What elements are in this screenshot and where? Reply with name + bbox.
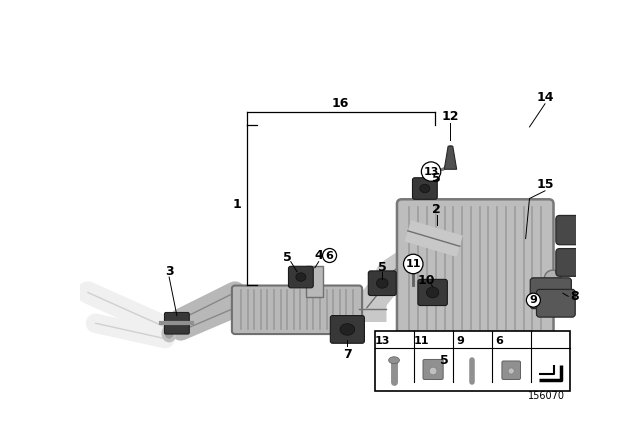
- Ellipse shape: [442, 343, 454, 353]
- FancyBboxPatch shape: [556, 215, 606, 245]
- Ellipse shape: [420, 184, 430, 193]
- Text: 13: 13: [424, 167, 439, 177]
- Bar: [374, 331, 570, 391]
- Text: 16: 16: [332, 97, 349, 110]
- Ellipse shape: [296, 273, 306, 281]
- FancyBboxPatch shape: [307, 266, 323, 297]
- Ellipse shape: [508, 368, 515, 374]
- Text: 5: 5: [378, 261, 387, 274]
- Text: 5: 5: [284, 251, 292, 264]
- Text: 156070: 156070: [528, 391, 565, 401]
- Text: 11: 11: [406, 259, 421, 269]
- Text: 1: 1: [233, 198, 242, 211]
- Ellipse shape: [429, 367, 437, 375]
- Polygon shape: [444, 146, 457, 169]
- Text: 9: 9: [529, 295, 538, 305]
- Text: 7: 7: [343, 348, 352, 361]
- Text: 9: 9: [456, 336, 464, 346]
- Text: 13: 13: [374, 336, 390, 346]
- FancyBboxPatch shape: [232, 285, 362, 334]
- FancyBboxPatch shape: [397, 199, 554, 343]
- FancyBboxPatch shape: [434, 336, 462, 360]
- FancyBboxPatch shape: [412, 178, 437, 199]
- FancyBboxPatch shape: [330, 315, 364, 343]
- Ellipse shape: [162, 325, 176, 342]
- Text: 15: 15: [536, 178, 554, 191]
- FancyBboxPatch shape: [368, 271, 396, 296]
- Text: 6: 6: [326, 250, 333, 260]
- Ellipse shape: [426, 287, 439, 298]
- FancyBboxPatch shape: [164, 313, 189, 334]
- FancyBboxPatch shape: [289, 266, 313, 288]
- Text: 2: 2: [432, 203, 441, 216]
- Text: 3: 3: [165, 265, 173, 278]
- Text: 14: 14: [536, 91, 554, 104]
- Ellipse shape: [388, 357, 399, 364]
- Ellipse shape: [340, 323, 355, 335]
- Text: 8: 8: [570, 290, 579, 303]
- FancyBboxPatch shape: [502, 361, 520, 379]
- Text: 12: 12: [442, 110, 460, 123]
- Text: 4: 4: [314, 249, 323, 262]
- FancyBboxPatch shape: [423, 359, 443, 379]
- Text: 6: 6: [495, 336, 504, 346]
- Ellipse shape: [376, 278, 388, 288]
- Ellipse shape: [165, 329, 173, 338]
- FancyBboxPatch shape: [418, 280, 447, 306]
- FancyBboxPatch shape: [531, 278, 572, 309]
- Ellipse shape: [544, 270, 561, 287]
- FancyBboxPatch shape: [556, 249, 604, 276]
- Text: 10: 10: [418, 275, 435, 288]
- FancyBboxPatch shape: [536, 289, 575, 317]
- Text: 5: 5: [432, 172, 441, 185]
- Text: 5: 5: [440, 354, 449, 367]
- Text: 11: 11: [413, 336, 429, 346]
